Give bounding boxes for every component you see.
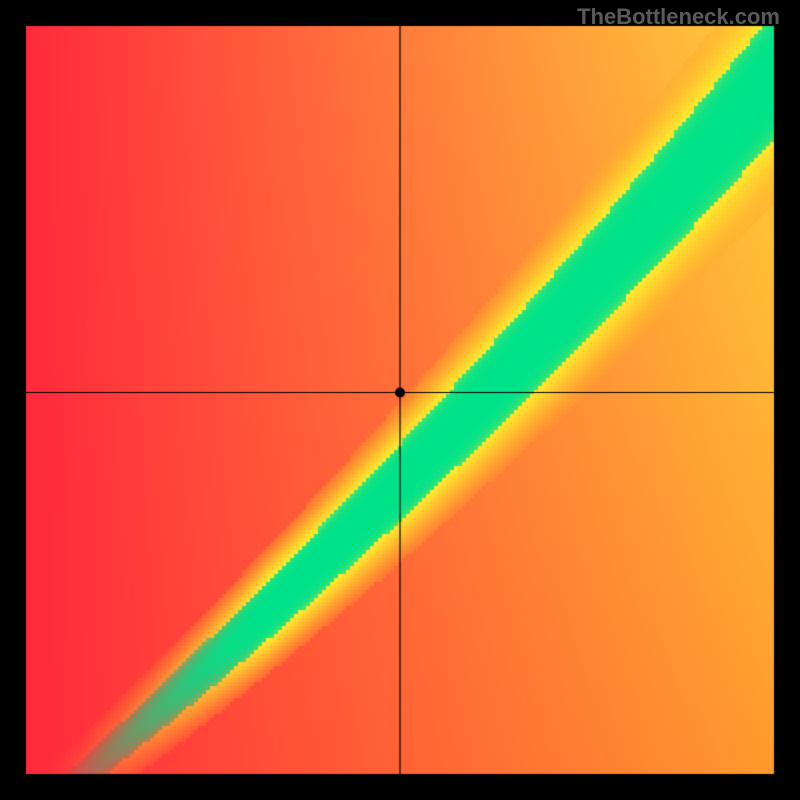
heatmap-canvas [0,0,800,800]
chart-container: TheBottleneck.com [0,0,800,800]
watermark-text: TheBottleneck.com [577,4,780,30]
